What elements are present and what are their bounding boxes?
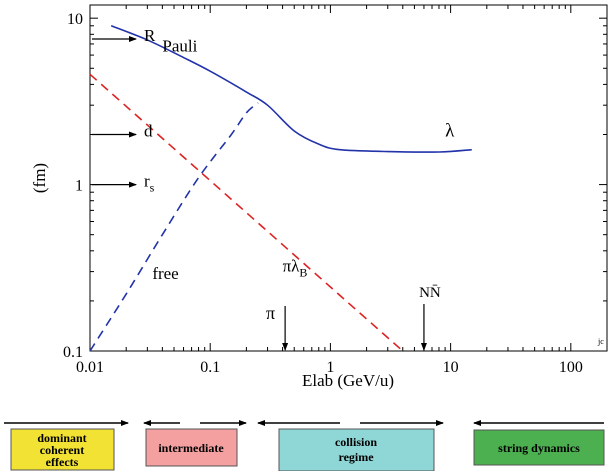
series-layer bbox=[89, 25, 472, 352]
lambda-label: λ bbox=[445, 120, 455, 141]
y-tick-label: 1 bbox=[75, 178, 83, 195]
regime-box-collision-fill bbox=[278, 428, 435, 471]
scale-marker-label: R bbox=[144, 26, 156, 45]
corner-mark: jc bbox=[597, 337, 604, 346]
x-axis-label: Elab (GeV/u) bbox=[302, 371, 394, 390]
regime-box-collision: collision regime bbox=[278, 428, 435, 471]
pauli-label: Pauli bbox=[162, 37, 197, 56]
scale-marker-label: d bbox=[144, 121, 153, 140]
regime-box-dominant: dominant coherent effects bbox=[10, 428, 115, 471]
y-tick-label: 0.1 bbox=[63, 344, 83, 361]
regime-string-line1: string dynamics bbox=[498, 441, 580, 455]
free-label: free bbox=[152, 264, 178, 283]
regime-box-intermediate-fill bbox=[145, 428, 238, 467]
regime-box-string: string dynamics bbox=[473, 429, 605, 466]
pi-threshold-marker: π bbox=[266, 303, 289, 351]
x-tick-label: 10 bbox=[443, 359, 459, 376]
scale-markers: Rd rs bbox=[92, 26, 156, 195]
y-tick-label: 10 bbox=[67, 11, 83, 28]
scale-marker-label: rs bbox=[144, 172, 155, 195]
regime-collision-line2: regime bbox=[338, 450, 374, 464]
regime-box-dominant-fill bbox=[10, 428, 115, 471]
regime-dominant-line3: effects bbox=[46, 455, 79, 469]
regime-box-intermediate: intermediate bbox=[145, 428, 238, 467]
x-tick-label: 100 bbox=[559, 359, 583, 376]
series-line-free bbox=[89, 102, 259, 352]
series-line-pi_lambda_B bbox=[89, 73, 404, 352]
nnbar-threshold-marker: NN̄ bbox=[419, 285, 441, 351]
regime-dominant-line2: coherent bbox=[40, 443, 84, 457]
pi-marker-label: π bbox=[266, 303, 275, 323]
regime-intermediate-line1: intermediate bbox=[158, 441, 224, 455]
series-line-lambda bbox=[110, 25, 472, 153]
regime-dominant-line1: dominant bbox=[37, 431, 86, 445]
plot-frame bbox=[89, 4, 608, 352]
pi-lambda-b-label: πλB bbox=[283, 257, 308, 280]
x-tick-label: 1 bbox=[326, 359, 334, 376]
y-axis-label: (fm) bbox=[30, 163, 49, 193]
regime-box-string-fill bbox=[473, 429, 605, 466]
x-tick-label: 0.1 bbox=[200, 359, 220, 376]
regime-collision-line1: collision bbox=[335, 435, 377, 449]
nnbar-marker-label: NN̄ bbox=[419, 285, 441, 301]
x-tick-label: 0.01 bbox=[76, 359, 104, 376]
